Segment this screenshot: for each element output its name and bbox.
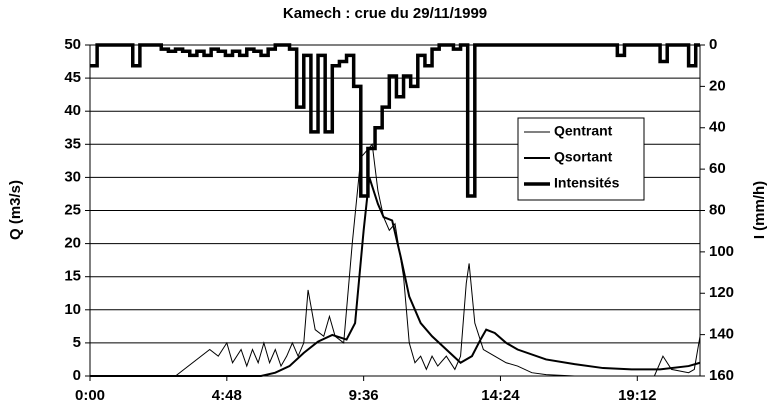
y-tick-label: 35	[64, 135, 81, 152]
y2-tick-label: 40	[709, 119, 726, 136]
x-tick-label: 0:00	[75, 387, 105, 404]
series-line	[90, 177, 701, 377]
y-tick-label: 45	[64, 69, 81, 86]
series-line	[90, 143, 701, 377]
y2-tick-label: 0	[709, 36, 717, 53]
y-axis-label: Q (m3/s)	[7, 180, 24, 240]
x-tick-label: 14:24	[481, 387, 520, 404]
y2-tick-label: 80	[709, 201, 726, 218]
y-tick-label: 25	[64, 201, 81, 218]
y2-tick-label: 140	[709, 326, 734, 343]
y-tick-label: 40	[64, 102, 81, 119]
series-line	[90, 43, 700, 198]
y2-tick-label: 20	[709, 77, 726, 94]
y-tick-label: 50	[64, 36, 81, 53]
y-tick-label: 20	[64, 235, 81, 252]
legend-label: Qentrant	[554, 123, 613, 139]
y-tick-label: 0	[73, 367, 81, 384]
y-tick-label: 30	[64, 168, 81, 185]
legend-label: Intensités	[554, 175, 620, 191]
chart-title: Kamech : crue du 29/11/1999	[283, 5, 487, 22]
x-tick-label: 9:36	[349, 387, 379, 404]
x-tick-label: 4:48	[212, 387, 242, 404]
y-tick-label: 10	[64, 301, 81, 318]
y2-tick-label: 60	[709, 160, 726, 177]
y2-axis-label: I (mm/h)	[751, 181, 768, 239]
y2-tick-label: 160	[709, 367, 734, 384]
y2-tick-label: 120	[709, 284, 734, 301]
y-tick-label: 5	[73, 334, 81, 351]
y-tick-label: 15	[64, 268, 81, 285]
y2-tick-label: 100	[709, 243, 734, 260]
x-tick-label: 19:12	[618, 387, 656, 404]
legend-label: Qsortant	[554, 149, 613, 165]
